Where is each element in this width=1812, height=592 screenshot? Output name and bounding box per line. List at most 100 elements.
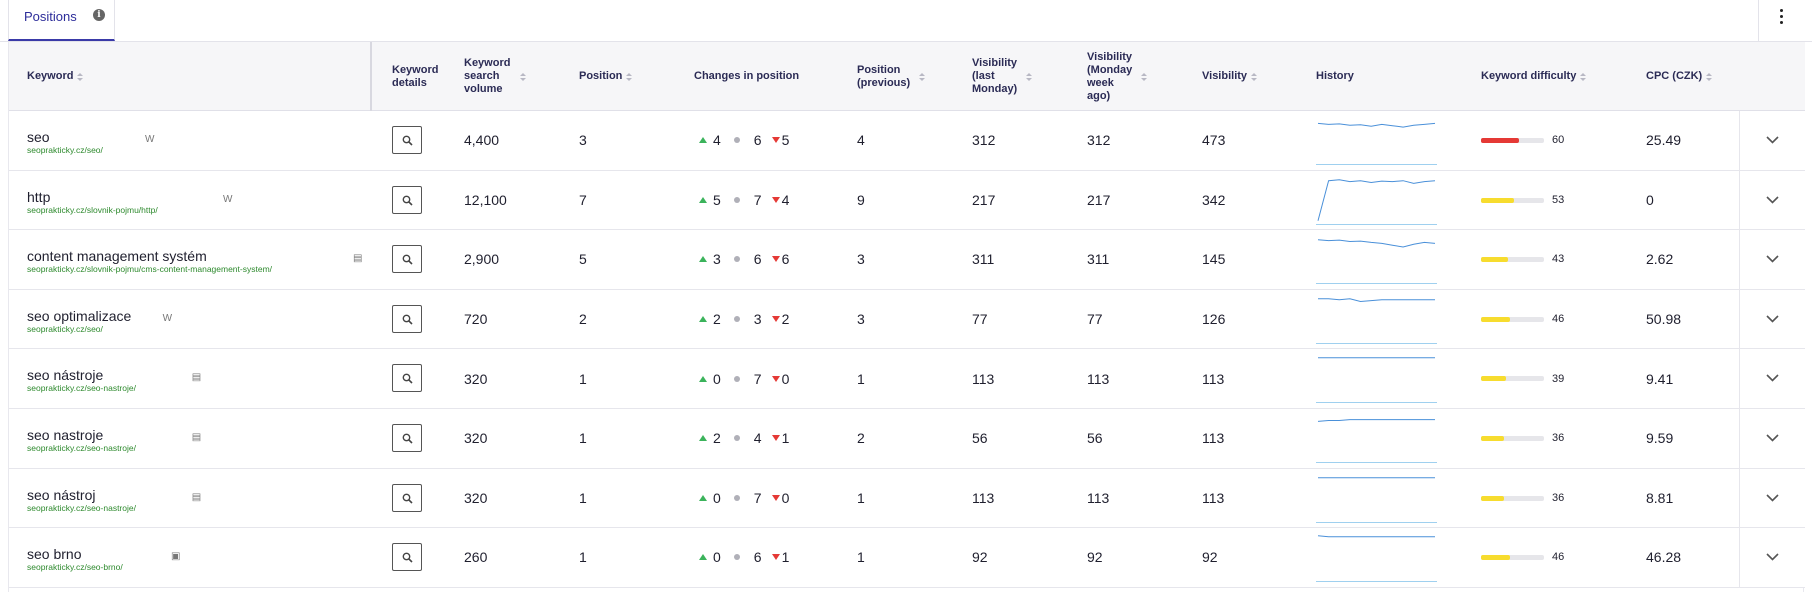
- arrow-up-icon: [699, 375, 707, 382]
- changes-down: 1: [781, 430, 790, 447]
- keyword-details-button[interactable]: [392, 304, 422, 333]
- position-changes: 5 7 4: [699, 171, 789, 230]
- keyword-name[interactable]: http: [27, 188, 51, 205]
- table-row[interactable]: seo nástroj seoprakticky.cz/seo-nastroje…: [9, 468, 1805, 529]
- keyword-name[interactable]: content management systém: [27, 248, 207, 265]
- expand-row-button[interactable]: [1739, 409, 1805, 468]
- table-row[interactable]: seo optimalizace seoprakticky.cz/seo/ W …: [9, 289, 1805, 350]
- sparkline-chart: [1318, 298, 1435, 302]
- dot-icon: [733, 196, 740, 203]
- keyword-name[interactable]: seo: [27, 129, 50, 145]
- expand-row-button[interactable]: [1739, 170, 1805, 230]
- keyword-url[interactable]: seoprakticky.cz/slovnik-pojmu/cms-conten…: [27, 264, 273, 275]
- changes-same: 6: [753, 251, 762, 268]
- sort-icon[interactable]: [520, 72, 526, 81]
- changes-same: 7: [753, 191, 762, 208]
- column-header-position-previous[interactable]: Position (previous): [857, 42, 937, 111]
- history-sparkline[interactable]: [1316, 175, 1437, 225]
- difficulty-bar: [1481, 316, 1544, 322]
- sort-icon[interactable]: [77, 72, 84, 81]
- position-changes: 2 4 1: [699, 409, 789, 468]
- column-header-visibility[interactable]: Visibility: [1202, 42, 1282, 111]
- keyword-details-button[interactable]: [392, 424, 422, 452]
- search-icon: [402, 254, 413, 265]
- table-row[interactable]: seo brno seoprakticky.cz/seo-brno/ ▣ 260…: [9, 528, 1805, 588]
- keyword-name[interactable]: seo optimalizace: [27, 307, 132, 324]
- expand-row-button[interactable]: [1739, 468, 1805, 528]
- keyword-url[interactable]: seoprakticky.cz/seo-brno/: [27, 562, 123, 573]
- sparkline-chart: [1317, 535, 1435, 538]
- position-previous: 9: [857, 191, 865, 208]
- position: 1: [579, 370, 587, 387]
- column-header-cpc[interactable]: CPC (CZK): [1646, 42, 1736, 111]
- column-header-keyword[interactable]: Keyword: [27, 42, 227, 111]
- history-sparkline[interactable]: [1316, 532, 1437, 583]
- keyword-details-button[interactable]: [392, 245, 422, 274]
- history-sparkline[interactable]: [1316, 115, 1437, 165]
- sort-icon[interactable]: [1026, 72, 1032, 81]
- difficulty-value: 36: [1552, 491, 1565, 504]
- sort-icon[interactable]: [1706, 72, 1713, 81]
- expand-row-button[interactable]: [1739, 289, 1805, 349]
- keyword-name[interactable]: seo brno: [27, 546, 82, 563]
- keyword-details-button[interactable]: [392, 483, 422, 512]
- info-icon[interactable]: i: [93, 9, 105, 21]
- visibility-week-ago: 77: [1087, 311, 1103, 328]
- sort-icon[interactable]: [626, 72, 633, 81]
- changes-down: 0: [781, 370, 790, 387]
- history-sparkline[interactable]: [1316, 473, 1437, 523]
- expand-row-button[interactable]: [1739, 230, 1805, 289]
- keyword-name[interactable]: seo nastroje: [27, 427, 104, 443]
- history-sparkline[interactable]: [1316, 294, 1437, 344]
- expand-row-button[interactable]: [1739, 349, 1805, 408]
- column-header-search-volume[interactable]: Keyword search volume: [464, 42, 534, 111]
- changes-up: 5: [713, 191, 721, 208]
- cpc-value: 9.59: [1646, 430, 1674, 447]
- column-header-visibility-last-monday[interactable]: Visibility (last Monday): [972, 42, 1052, 111]
- expand-row-button[interactable]: [1739, 111, 1805, 170]
- column-header-visibility-week-ago[interactable]: Visibility (Monday week ago): [1087, 42, 1167, 111]
- chevron-down-icon: [1766, 136, 1779, 144]
- cpc-value: 8.81: [1646, 489, 1674, 506]
- difficulty-value: 60: [1552, 134, 1565, 147]
- difficulty-fill: [1481, 376, 1506, 382]
- expand-row-button[interactable]: [1739, 528, 1805, 587]
- table-row[interactable]: seo nastroje seoprakticky.cz/seo-nastroj…: [9, 409, 1805, 469]
- search-icon: [402, 493, 413, 504]
- tab-positions[interactable]: Positions i: [8, 0, 115, 41]
- keyword-url[interactable]: seoprakticky.cz/seo-nastroje/: [27, 443, 136, 453]
- changes-up: 0: [713, 370, 721, 387]
- keyword-details-button[interactable]: [392, 185, 422, 214]
- table-row[interactable]: content management systém seoprakticky.c…: [9, 230, 1805, 290]
- chevron-down-icon: [1766, 553, 1779, 561]
- keyword-url[interactable]: seoprakticky.cz/seo-nastroje/: [27, 502, 136, 513]
- keyword-url[interactable]: seoprakticky.cz/slovnik-pojmu/http/: [27, 204, 158, 215]
- column-header-position[interactable]: Position: [579, 42, 669, 111]
- changes-down: 0: [781, 489, 790, 506]
- table-row[interactable]: http seoprakticky.cz/slovnik-pojmu/http/…: [9, 170, 1805, 231]
- sort-icon[interactable]: [919, 72, 925, 81]
- visibility: 113: [1202, 430, 1225, 447]
- more-vertical-icon[interactable]: [1758, 0, 1803, 41]
- keyword-details-button[interactable]: [392, 543, 422, 572]
- keyword-details-button[interactable]: [392, 126, 422, 154]
- position: 3: [579, 132, 587, 149]
- sort-icon[interactable]: [1580, 72, 1587, 81]
- history-sparkline[interactable]: [1316, 234, 1437, 285]
- keyword-url[interactable]: seoprakticky.cz/seo/: [27, 145, 103, 155]
- keyword-details-button[interactable]: [392, 364, 422, 393]
- position-changes: 4 6 5: [699, 111, 789, 170]
- column-header-difficulty[interactable]: Keyword difficulty: [1481, 42, 1621, 111]
- keyword-name[interactable]: seo nástroje: [27, 367, 104, 384]
- column-divider[interactable]: [370, 42, 372, 111]
- keyword-name[interactable]: seo nástroj: [27, 486, 96, 503]
- history-sparkline[interactable]: [1316, 413, 1437, 463]
- sort-icon[interactable]: [1141, 72, 1147, 81]
- serp-feature-icon: W: [162, 312, 173, 324]
- keyword-url[interactable]: seoprakticky.cz/seo-nastroje/: [27, 383, 136, 394]
- history-sparkline[interactable]: [1316, 353, 1437, 404]
- sort-icon[interactable]: [1251, 72, 1258, 81]
- table-row[interactable]: seo seoprakticky.cz/seo/ W 4,400 3 4 6 5…: [9, 111, 1805, 171]
- keyword-url[interactable]: seoprakticky.cz/seo/: [27, 323, 103, 334]
- table-row[interactable]: seo nástroje seoprakticky.cz/seo-nastroj…: [9, 349, 1805, 409]
